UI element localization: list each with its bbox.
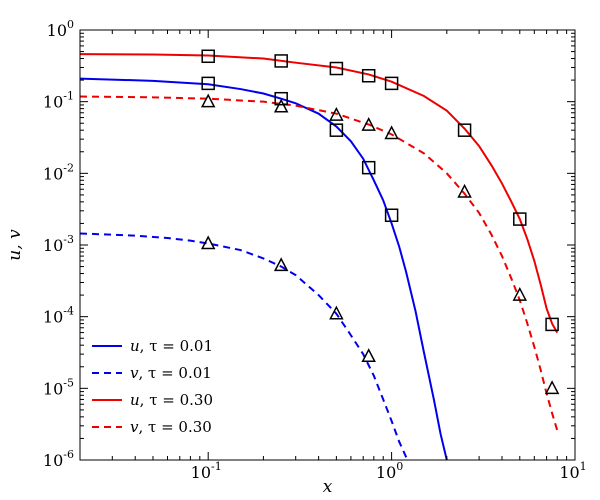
tick-label-base: 10 <box>43 451 63 470</box>
legend: u, τ = 0.01v, τ = 0.01u, τ = 0.30v, τ = … <box>92 337 213 436</box>
y-axis-label: u, v <box>5 229 25 261</box>
x-tick-label: 100 <box>376 460 403 482</box>
legend-parameter: , τ = 0.30 <box>138 418 211 436</box>
tick-label-base: 10 <box>43 236 63 255</box>
y-tick-label: 10-5 <box>43 376 74 398</box>
triangle-marker <box>361 348 376 363</box>
tick-label-exponent: -5 <box>63 376 74 389</box>
square-marker <box>329 61 344 76</box>
triangle-marker <box>329 305 344 320</box>
square-marker <box>384 76 399 91</box>
y-tick-label: 10-4 <box>43 305 74 327</box>
tick-label-exponent: -1 <box>211 460 222 473</box>
triangle-marker <box>361 117 376 131</box>
square-marker <box>513 212 527 226</box>
legend-label-4: v, τ = 0.30 <box>130 418 212 436</box>
series-curves <box>80 53 559 460</box>
tick-label-exponent: -4 <box>63 305 74 318</box>
tick-label-exponent: 0 <box>67 18 74 31</box>
tick-label-exponent: 0 <box>396 460 403 473</box>
tick-label-exponent: 1 <box>580 460 587 473</box>
x-tick-label: 10-1 <box>191 460 222 482</box>
series-line-1 <box>80 77 448 460</box>
tick-label-base: 10 <box>191 463 211 482</box>
square-marker <box>545 317 559 332</box>
triangle-marker <box>200 235 216 250</box>
tick-label-exponent: -6 <box>63 448 74 461</box>
tick-label-base: 10 <box>43 93 63 112</box>
legend-parameter: , τ = 0.01 <box>140 337 213 355</box>
y-tick-label: 10-1 <box>43 90 74 112</box>
axis-ticks <box>79 29 576 461</box>
tick-label-exponent: -3 <box>63 233 74 246</box>
square-marker <box>274 54 288 68</box>
tick-label-base: 10 <box>43 164 63 183</box>
tick-label-base: 10 <box>43 379 63 398</box>
y-tick-label: 10-6 <box>43 448 74 470</box>
legend-label-3: u, τ = 0.30 <box>130 391 213 409</box>
square-marker <box>329 123 344 137</box>
legend-label-1: u, τ = 0.01 <box>130 337 213 355</box>
triangle-marker <box>457 183 472 198</box>
square-marker <box>361 160 376 175</box>
legend-parameter: , τ = 0.01 <box>138 364 211 382</box>
tick-label-exponent: -1 <box>63 90 74 103</box>
tick-label-base: 10 <box>43 308 63 327</box>
y-tick-label: 100 <box>47 18 74 40</box>
plot-area <box>80 49 560 460</box>
triangle-marker <box>544 380 560 395</box>
tick-label-exponent: -2 <box>63 161 74 174</box>
triangle-marker <box>329 106 344 121</box>
legend-variable: v <box>130 418 139 436</box>
triangle-marker <box>273 257 289 272</box>
legend-variable: u <box>130 337 140 355</box>
tick-label-base: 10 <box>376 463 396 482</box>
series-line-4 <box>80 95 559 431</box>
series-markers <box>200 49 560 395</box>
y-tick-label: 10-2 <box>43 161 74 183</box>
y-tick-label: 10-3 <box>43 233 74 255</box>
triangle-marker <box>384 125 399 140</box>
square-marker <box>384 208 399 223</box>
square-marker <box>274 91 288 106</box>
triangle-marker <box>512 286 528 301</box>
x-tick-label: 101 <box>559 460 586 482</box>
triangle-marker <box>273 98 289 113</box>
square-marker <box>201 76 215 91</box>
tick-label-base: 10 <box>559 463 579 482</box>
square-marker <box>457 123 472 137</box>
tick-label-base: 10 <box>47 21 67 40</box>
square-marker <box>201 49 215 64</box>
legend-label-2: v, τ = 0.01 <box>130 364 212 382</box>
legend-variable: v <box>130 364 139 382</box>
legend-parameter: , τ = 0.30 <box>140 391 213 409</box>
square-marker <box>361 68 376 83</box>
series-line-3 <box>80 53 559 334</box>
x-axis-label: x <box>323 477 333 497</box>
triangle-marker <box>200 93 216 108</box>
legend-variable: u <box>130 391 140 409</box>
